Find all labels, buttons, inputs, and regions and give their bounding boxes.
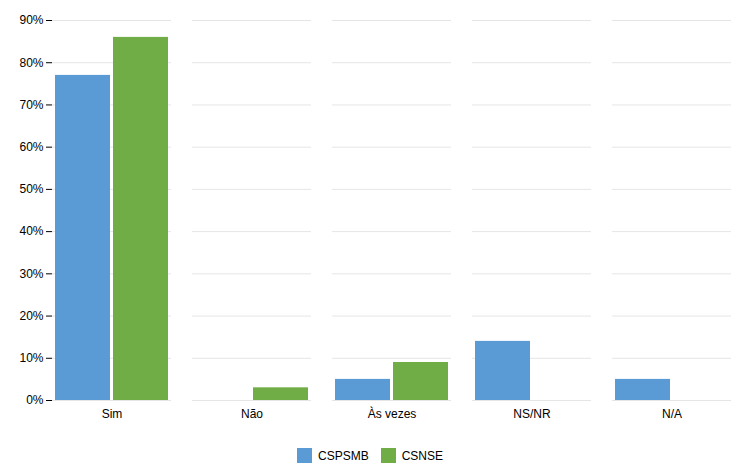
svg-text:0%: 0%: [26, 393, 44, 407]
svg-text:60%: 60%: [19, 140, 43, 154]
svg-text:10%: 10%: [19, 351, 43, 365]
svg-text:NS/NR: NS/NR: [513, 407, 551, 421]
html-text:CSNSE: CSNSE: [401, 448, 443, 463]
svg-text:70%: 70%: [19, 98, 43, 112]
svg-text:20%: 20%: [19, 309, 43, 323]
svg-text:40%: 40%: [19, 224, 43, 238]
svg-text:90%: 90%: [19, 13, 43, 27]
svg-text:30%: 30%: [19, 267, 43, 281]
html-text:CSPSMB: CSPSMB: [318, 448, 369, 463]
svg-text:50%: 50%: [19, 182, 43, 196]
svg-text:80%: 80%: [19, 56, 43, 70]
svg-text:Sim: Sim: [102, 407, 123, 421]
svg-text:Não: Não: [241, 407, 263, 421]
svg-text:Às vezes: Às vezes: [368, 406, 417, 421]
svg-text:N/A: N/A: [662, 407, 682, 421]
